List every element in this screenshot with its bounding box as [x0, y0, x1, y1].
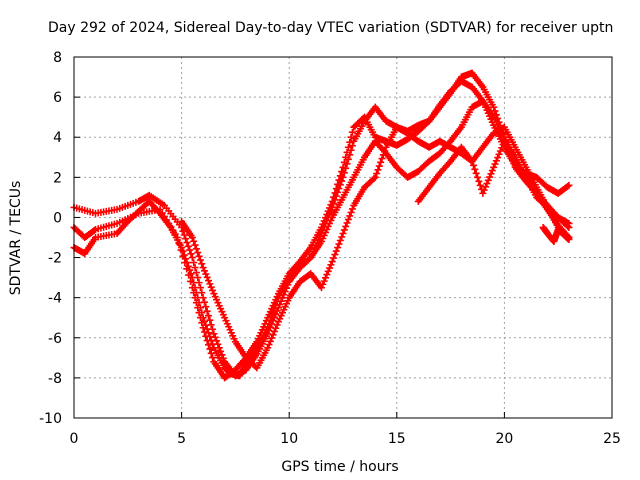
- chart-title: Day 292 of 2024, Sidereal Day-to-day VTE…: [48, 20, 613, 36]
- x-axis-label: GPS time / hours: [281, 459, 398, 475]
- x-tick-labels: 0 5 10 15 20 25: [70, 412, 621, 447]
- y-tick-label: -2: [48, 251, 62, 267]
- y-tick-label: 0: [53, 210, 62, 226]
- y-tick-labels: -10 -8 -6 -4 -2 0 2 4 6 8: [39, 50, 80, 427]
- y-axis-label: SDTVAR / TECUs: [8, 181, 24, 296]
- series-track-6: [539, 223, 573, 246]
- y-tick-label: 8: [53, 50, 62, 66]
- x-tick-label: 25: [603, 431, 621, 447]
- y-tick-label: -4: [48, 291, 62, 307]
- data-points: [70, 69, 573, 382]
- series-track-3: [70, 97, 573, 380]
- y-tick-label: -8: [48, 371, 62, 387]
- grid-lines: [74, 57, 612, 418]
- x-tick-label: 20: [495, 431, 513, 447]
- y-tick-label: 4: [53, 130, 62, 146]
- y-tick-label: -10: [39, 411, 62, 427]
- point-markers: [414, 137, 573, 241]
- x-tick-label: 10: [280, 431, 298, 447]
- point-markers: [539, 223, 573, 246]
- plot-frame: [73, 56, 613, 419]
- series-track-5: [414, 137, 573, 241]
- point-markers: [178, 123, 573, 372]
- y-tick-label: 2: [53, 170, 62, 186]
- point-markers: [70, 97, 573, 380]
- y-tick-label: -6: [48, 331, 62, 347]
- y-tick-label: 6: [53, 90, 62, 106]
- x-tick-label: 0: [70, 431, 79, 447]
- x-tick-label: 5: [177, 431, 186, 447]
- series-track-4: [178, 123, 573, 372]
- x-tick-label: 15: [388, 431, 406, 447]
